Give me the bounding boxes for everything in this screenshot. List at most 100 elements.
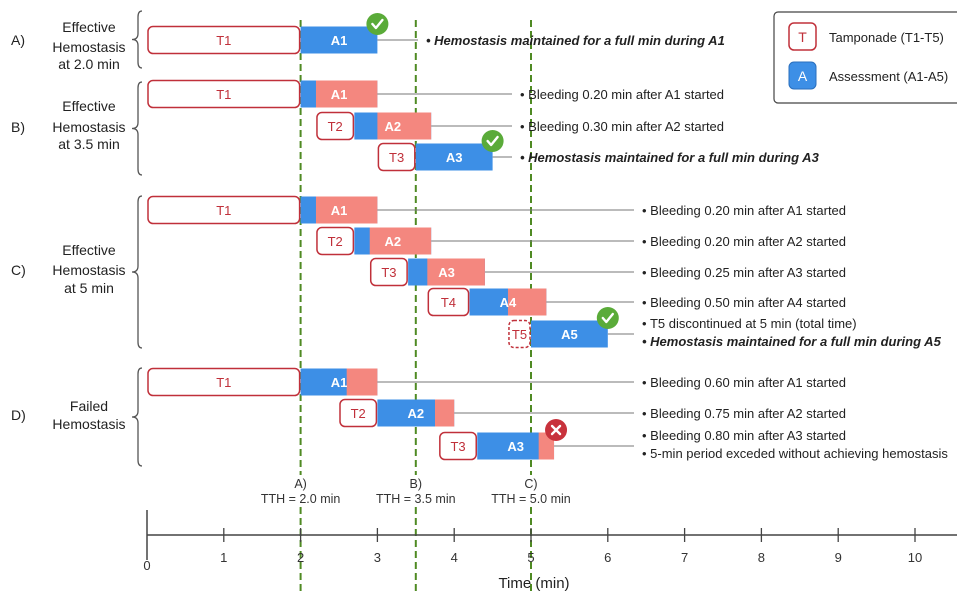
axis-title: Time (min) — [498, 575, 569, 592]
tth-marker-label: TTH = 2.0 min — [261, 492, 341, 506]
bleeding-segment — [435, 399, 455, 427]
tamponade-label: T1 — [216, 33, 231, 48]
note-bullet: • — [642, 234, 650, 249]
note-text: Hemostasis maintained for a full min dur… — [650, 334, 941, 349]
note-text: Bleeding 0.50 min after A4 started — [650, 295, 846, 310]
row-note: • Bleeding 0.30 min after A2 started — [520, 119, 724, 134]
tth-marker-letter: B) — [410, 477, 423, 491]
tamponade-box — [147, 25, 301, 55]
tamponade-box — [339, 398, 378, 428]
axis-tick-label: 7 — [681, 550, 688, 565]
tamponade-box — [377, 142, 416, 172]
tamponade-box — [316, 226, 355, 256]
scenario-bracket — [131, 81, 143, 176]
tamponade-label: T3 — [381, 265, 396, 280]
bleeding-segment — [315, 80, 378, 108]
note-text: Bleeding 0.75 min after A2 started — [650, 406, 846, 421]
assessment-box — [531, 320, 608, 348]
row-note-2: • 5-min period exceded without achieving… — [642, 446, 948, 461]
note-text: T5 discontinued at 5 min (total time) — [650, 316, 857, 331]
tamponade-label: T2 — [351, 406, 366, 421]
assessment-label: A5 — [561, 327, 578, 342]
assessment-label: A1 — [331, 203, 348, 218]
note-bullet: • — [642, 428, 650, 443]
tth-marker-letter: A) — [294, 477, 307, 491]
scenario-label: Effective — [62, 242, 116, 258]
scenario-label: Effective — [62, 19, 116, 35]
axis-tick-label: 3 — [374, 550, 381, 565]
tamponade-label: T3 — [389, 150, 404, 165]
tamponade-label: T3 — [450, 439, 465, 454]
legend-assessment-symbol: A — [798, 68, 808, 84]
bleeding-segment — [315, 196, 378, 224]
axis-tick-label: 1 — [220, 550, 227, 565]
row-note-2: • Hemostasis maintained for a full min d… — [642, 334, 942, 349]
scenario-label: Effective — [62, 98, 116, 114]
axis-tick-label: 9 — [835, 550, 842, 565]
note-bullet: • — [642, 265, 650, 280]
success-check-icon — [596, 307, 619, 329]
tamponade-box — [427, 287, 470, 317]
note-bullet: • — [642, 375, 650, 390]
note-bullet: • — [642, 295, 650, 310]
axis-tick-label: 10 — [908, 550, 922, 565]
row-note: • Bleeding 0.60 min after A1 started — [642, 375, 846, 390]
scenario-letter: A) — [11, 32, 25, 48]
row-note: • Bleeding 0.80 min after A3 started — [642, 428, 846, 443]
axis-tick-label: 6 — [604, 550, 611, 565]
axis-tick-label: 0 — [143, 558, 150, 573]
scenario-label: at 5 min — [64, 280, 114, 296]
legend-tamponade-label: Tamponade (T1-T5) — [829, 30, 944, 45]
tth-marker-label: TTH = 3.5 min — [376, 492, 456, 506]
note-text: Bleeding 0.60 min after A1 started — [650, 375, 846, 390]
note-bullet: • — [642, 446, 650, 461]
tamponade-label: T4 — [441, 295, 456, 310]
note-bullet: • — [642, 334, 650, 349]
note-bullet: • — [642, 406, 650, 421]
legend-tamponade-swatch — [788, 22, 817, 51]
note-text: Bleeding 0.20 min after A2 started — [650, 234, 846, 249]
assessment-label: A1 — [331, 375, 348, 390]
scenario-label: Hemostasis — [52, 119, 125, 135]
row-note: • Bleeding 0.20 min after A1 started — [642, 203, 846, 218]
axis-tick-label: 8 — [758, 550, 765, 565]
tamponade-box — [316, 111, 355, 141]
tth-marker-letter: C) — [524, 477, 537, 491]
fail-x-mark — [550, 424, 562, 436]
scenario-bracket — [131, 10, 143, 69]
tamponade-label: T1 — [216, 203, 231, 218]
tamponade-box — [508, 319, 531, 349]
scenario-bracket — [131, 195, 143, 349]
axis-tick-label: 4 — [451, 550, 458, 565]
legend-tamponade-symbol: T — [798, 29, 807, 45]
note-bullet: • — [520, 87, 528, 102]
note-text: Bleeding 0.30 min after A2 started — [528, 119, 724, 134]
assessment-label: A1 — [331, 33, 348, 48]
scenario-label: Failed — [70, 398, 108, 414]
tamponade-box — [369, 257, 408, 287]
row-note: • Bleeding 0.75 min after A2 started — [642, 406, 846, 421]
success-check-mark — [601, 312, 614, 324]
note-text: Hemostasis maintained for a full min dur… — [434, 33, 725, 48]
note-bullet: • — [520, 119, 528, 134]
tamponade-box — [147, 79, 301, 109]
bleeding-segment — [427, 258, 485, 286]
note-bullet: • — [642, 316, 650, 331]
assessment-label: A3 — [507, 439, 524, 454]
success-check-icon — [481, 130, 504, 152]
row-note: • Bleeding 0.50 min after A4 started — [642, 295, 846, 310]
tamponade-label: T1 — [216, 375, 231, 390]
row-note: • Bleeding 0.25 min after A3 started — [642, 265, 846, 280]
row-note: • Bleeding 0.20 min after A2 started — [642, 234, 846, 249]
note-text: 5-min period exceded without achieving h… — [650, 446, 948, 461]
bleeding-segment — [369, 227, 432, 255]
note-bullet: • — [642, 203, 650, 218]
assessment-box — [415, 143, 493, 171]
scenario-letter: B) — [11, 119, 25, 135]
note-text: Bleeding 0.20 min after A1 started — [650, 203, 846, 218]
axis-tick-label: 5 — [527, 550, 534, 565]
success-check-icon — [366, 13, 389, 35]
note-bullet: • — [520, 150, 528, 165]
axis-tick-label: 2 — [297, 550, 304, 565]
